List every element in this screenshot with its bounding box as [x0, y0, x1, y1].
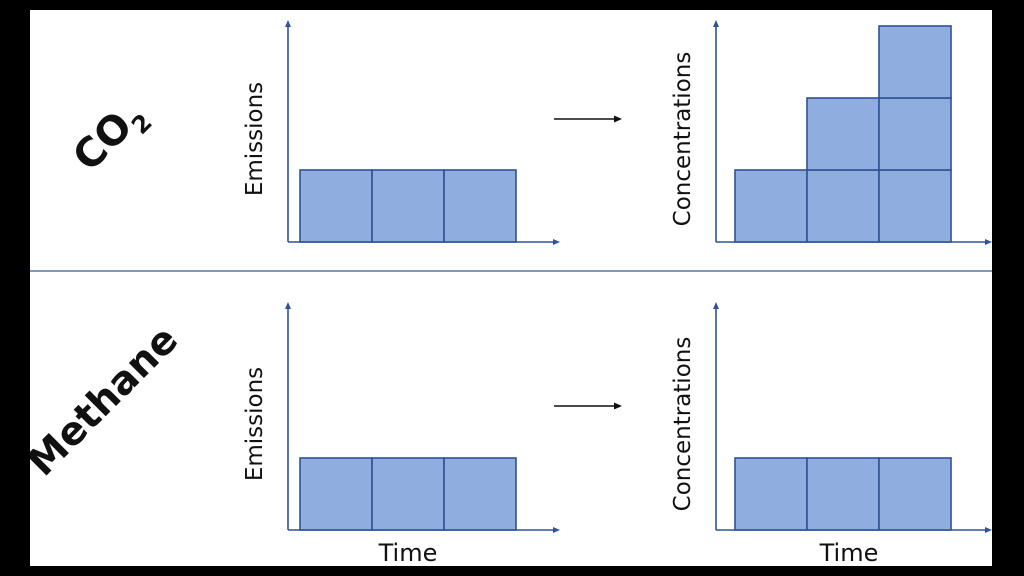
- co2-gas-name: CO: [64, 103, 141, 180]
- methane-emissions-block: [299, 457, 373, 531]
- co2-emissions-block: [443, 169, 517, 243]
- methane-gas-label: Methane: [30, 317, 187, 485]
- diagram-canvas: CO2 Emissions Concentrations Methane Emissio…: [30, 20, 992, 566]
- methane-emissions-chart: Emissions Time: [242, 302, 560, 566]
- slide: CO2 Emissions Concentrations Methane Emissio…: [30, 10, 992, 566]
- methane-emissions-x-axis-arrowhead: [553, 527, 560, 533]
- co2-concentrations-chart: Concentrations: [670, 20, 992, 245]
- co2-gas-label: CO2: [64, 91, 157, 184]
- methane-concentrations-block: [806, 457, 880, 531]
- methane-concentrations-block: [734, 457, 808, 531]
- co2-emissions-y-label: Emissions: [242, 82, 268, 196]
- methane-transition-arrowhead: [614, 402, 622, 410]
- co2-concentrations-block: [806, 169, 880, 243]
- co2-emissions-y-axis-arrowhead: [285, 20, 291, 27]
- co2-concentrations-block: [878, 25, 952, 99]
- co2-concentrations-block: [734, 169, 808, 243]
- methane-emissions-block: [371, 457, 445, 531]
- methane-emissions-y-label: Emissions: [242, 367, 268, 481]
- methane-emissions-x-label: Time: [378, 539, 438, 566]
- co2-concentrations-block: [878, 97, 952, 171]
- methane-concentrations-x-label: Time: [819, 539, 879, 566]
- methane-concentrations-x-axis-arrowhead: [985, 527, 992, 533]
- co2-concentrations-block: [806, 97, 880, 171]
- co2-emissions-block: [299, 169, 373, 243]
- methane-concentrations-chart: Concentrations Time: [670, 302, 992, 566]
- co2-concentrations-y-axis-arrowhead: [713, 20, 719, 27]
- co2-emissions-x-axis-arrowhead: [553, 239, 560, 245]
- co2-concentrations-block: [878, 169, 952, 243]
- co2-concentrations-x-axis-arrowhead: [985, 239, 992, 245]
- methane-emissions-y-axis-arrowhead: [285, 302, 291, 309]
- co2-emissions-block: [371, 169, 445, 243]
- co2-concentrations-y-label: Concentrations: [670, 52, 696, 227]
- methane-gas-name: Methane: [30, 317, 187, 485]
- methane-concentrations-y-label: Concentrations: [670, 337, 696, 512]
- methane-concentrations-block: [878, 457, 952, 531]
- co2-transition-arrowhead: [614, 115, 622, 123]
- co2-emissions-chart: Emissions: [242, 20, 560, 245]
- methane-concentrations-y-axis-arrowhead: [713, 302, 719, 309]
- methane-emissions-block: [443, 457, 517, 531]
